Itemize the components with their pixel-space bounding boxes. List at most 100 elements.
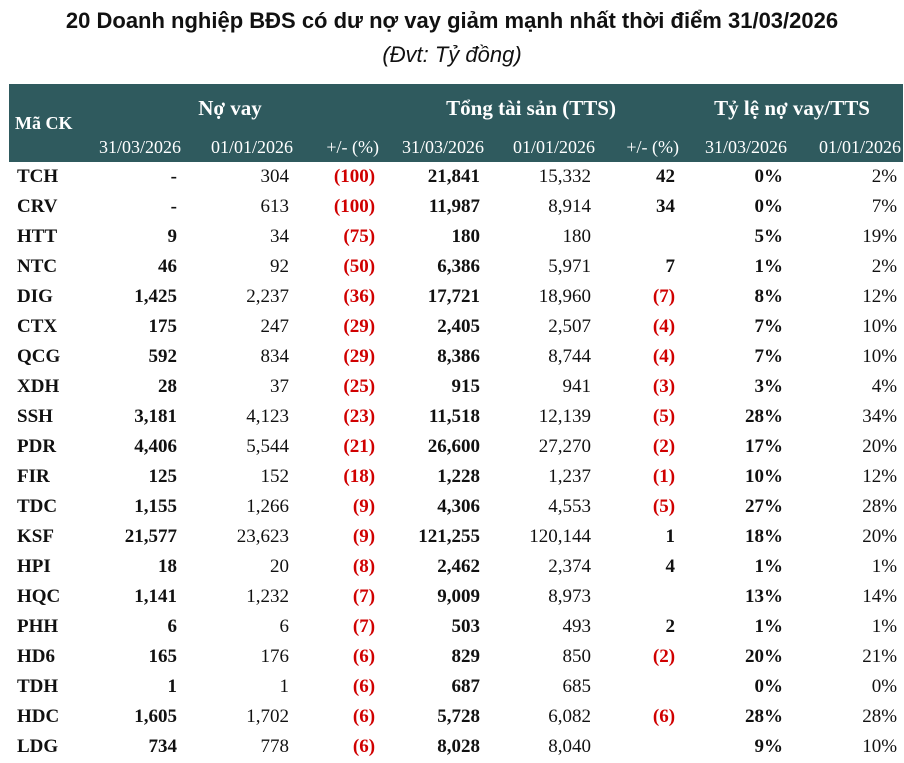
cell-ratio-q1: 1%	[754, 556, 784, 577]
header-debt-group: Nợ vay	[79, 84, 382, 132]
cell-ratio-start: 10%	[862, 346, 898, 367]
cell-code: DIG	[17, 286, 53, 307]
cell-ratio-q1: 18%	[745, 526, 784, 547]
cell-ratio-start: 2%	[871, 256, 898, 277]
cell-debt-q1: 175	[148, 316, 178, 337]
cell-debt-start: 247	[260, 316, 290, 337]
cell-assets-start: 4,553	[548, 496, 592, 517]
table-row: NTC 46 92 (50) 6,386 5,971 7 1% 2%	[9, 252, 903, 282]
cell-debt-start: 1	[279, 676, 290, 697]
cell-ratio-q1: 0%	[754, 196, 784, 217]
cell-debt-start: 92	[270, 256, 289, 277]
cell-debt-change: (36)	[343, 286, 376, 307]
unit-subtitle: (Đvt: Tỷ đồng)	[382, 42, 522, 67]
cell-assets-q1: 1,228	[437, 466, 481, 487]
cell-assets-q1: 180	[451, 226, 481, 247]
cell-code: QCG	[17, 346, 61, 367]
cell-debt-start: 20	[270, 556, 289, 577]
cell-debt-start: 4,123	[246, 406, 289, 427]
cell-debt-change: (75)	[343, 226, 376, 247]
cell-assets-change: (2)	[652, 646, 676, 667]
cell-debt-q1: 1,425	[134, 286, 177, 307]
cell-debt-start: 1,266	[246, 496, 289, 517]
table-row: CTX 175 247 (29) 2,405 2,507 (4) 7% 10%	[9, 312, 903, 342]
header-debt-q1: 31/03/2026	[79, 132, 183, 162]
cell-debt-change: (6)	[352, 646, 376, 667]
cell-assets-start: 15,332	[538, 166, 592, 187]
cell-debt-q1: 28	[158, 376, 177, 397]
cell-ratio-start: 12%	[862, 286, 898, 307]
cell-code: KSF	[17, 526, 54, 547]
cell-code: FIR	[17, 466, 50, 487]
cell-ratio-start: 10%	[862, 736, 898, 757]
cell-assets-start: 6,082	[548, 706, 592, 727]
cell-debt-change: (7)	[352, 616, 376, 637]
cell-debt-change: (25)	[343, 376, 376, 397]
cell-debt-q1: 4,406	[134, 436, 177, 457]
cell-debt-start: 834	[260, 346, 290, 367]
cell-debt-q1: 1,141	[134, 586, 177, 607]
cell-ratio-start: 14%	[862, 586, 898, 607]
cell-debt-change: (29)	[343, 346, 376, 367]
cell-ratio-q1: 7%	[754, 316, 784, 337]
cell-debt-change: (23)	[343, 406, 376, 427]
cell-code: PHH	[17, 616, 59, 637]
cell-debt-start: 1,702	[246, 706, 289, 727]
cell-assets-start: 493	[562, 616, 592, 637]
table-row: DIG 1,425 2,237 (36) 17,721 18,960 (7) 8% 12%	[9, 282, 903, 312]
cell-assets-change	[597, 582, 681, 612]
cell-ratio-start: 2%	[871, 166, 898, 187]
cell-assets-change: (2)	[652, 436, 676, 457]
cell-assets-q1: 2,462	[437, 556, 481, 577]
cell-code: HQC	[17, 586, 61, 607]
cell-ratio-start: 12%	[862, 466, 898, 487]
cell-debt-q1: 592	[148, 346, 178, 367]
cell-ratio-q1: 17%	[745, 436, 784, 457]
cell-debt-q1: 6	[167, 616, 178, 637]
cell-debt-q1: 734	[148, 736, 178, 757]
header-ratio-start: 01/01/2026	[789, 132, 904, 162]
table-row: HTT 9 34 (75) 180 180 5% 19%	[9, 222, 903, 252]
cell-assets-change: (5)	[652, 496, 676, 517]
cell-assets-q1: 17,721	[427, 286, 481, 307]
header-debt-change: +/- (%)	[295, 132, 382, 162]
cell-assets-start: 941	[562, 376, 592, 397]
cell-code: HPI	[17, 556, 51, 577]
cell-debt-q1: 18	[158, 556, 177, 577]
cell-ratio-start: 7%	[871, 196, 898, 217]
table-row: SSH 3,181 4,123 (23) 11,518 12,139 (5) 28% 34%	[9, 402, 903, 432]
cell-assets-q1: 915	[451, 376, 481, 397]
table-row: TCH - 304 (100) 21,841 15,332 42 0% 2%	[9, 162, 903, 192]
cell-debt-start: 34	[270, 226, 289, 247]
cell-ratio-q1: 9%	[754, 736, 784, 757]
table-row: HQC 1,141 1,232 (7) 9,009 8,973 13% 14%	[9, 582, 903, 612]
cell-debt-q1: 125	[148, 466, 178, 487]
cell-assets-q1: 121,255	[418, 526, 481, 547]
cell-debt-q1: 1	[167, 676, 178, 697]
cell-ratio-q1: 13%	[745, 586, 784, 607]
cell-assets-q1: 2,405	[437, 316, 481, 337]
cell-assets-start: 2,507	[548, 316, 592, 337]
header-debt-start: 01/01/2026	[183, 132, 295, 162]
cell-ratio-start: 1%	[871, 556, 898, 577]
cell-debt-change: (50)	[343, 256, 376, 277]
cell-assets-q1: 687	[451, 676, 481, 697]
cell-assets-start: 2,374	[548, 556, 592, 577]
cell-assets-q1: 11,987	[428, 196, 481, 217]
cell-assets-q1: 4,306	[437, 496, 481, 517]
cell-debt-change: (29)	[343, 316, 376, 337]
cell-ratio-start: 34%	[862, 406, 898, 427]
cell-assets-start: 5,971	[548, 256, 592, 277]
cell-assets-q1: 503	[451, 616, 481, 637]
cell-code: CRV	[17, 196, 58, 217]
header-assets-start: 01/01/2026	[486, 132, 598, 162]
cell-assets-change: (1)	[652, 466, 676, 487]
cell-debt-change: (9)	[352, 496, 376, 517]
cell-code: TDC	[17, 496, 58, 517]
cell-assets-start: 12,139	[538, 406, 592, 427]
cell-assets-start: 685	[562, 676, 592, 697]
cell-code: HTT	[17, 226, 58, 247]
cell-debt-q1: 46	[158, 256, 177, 277]
cell-code: PDR	[17, 436, 57, 457]
cell-debt-change: (6)	[352, 736, 376, 757]
